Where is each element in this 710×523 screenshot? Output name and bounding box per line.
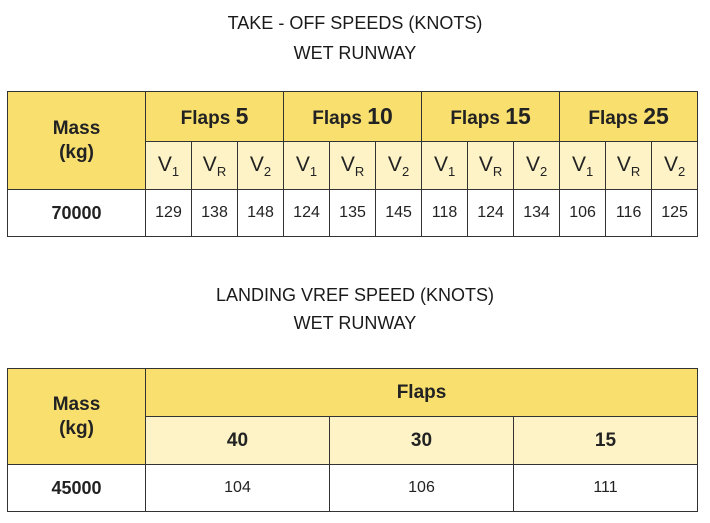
speed-label-v1: V1	[145, 141, 192, 190]
takeoff-speed-value: 124	[467, 189, 515, 237]
landing-table: Mass (kg) Flaps 40 30 15 45000 104 106 1…	[7, 368, 698, 512]
takeoff-flaps-15-header: Flaps 15	[421, 91, 561, 142]
flaps-number: 25	[643, 103, 669, 129]
takeoff-subtitle: WET RUNWAY	[293, 43, 417, 63]
speed-label-vr: VR	[467, 141, 515, 190]
takeoff-speed-value: 125	[651, 189, 699, 237]
landing-data-row: 45000 104 106 111	[7, 464, 698, 512]
takeoff-speed-label-row: V1 VR V2 V1 VR V2 V1 VR V2 V1 VR V2	[8, 141, 699, 190]
takeoff-speed-value: 135	[329, 189, 377, 237]
takeoff-mass-header: Mass (kg)	[7, 91, 146, 190]
landing-mass-label: Mass	[52, 393, 101, 415]
flaps-word: Flaps	[180, 108, 231, 129]
takeoff-mass-value: 70000	[7, 189, 146, 237]
takeoff-mass-label: Mass	[52, 117, 101, 139]
speed-label-v1: V1	[283, 141, 331, 190]
takeoff-mass-unit: (kg)	[59, 141, 94, 163]
speed-label-vr: VR	[329, 141, 377, 190]
takeoff-flaps-25-header: Flaps 25	[559, 91, 699, 142]
speed-label-v2: V2	[236, 141, 285, 190]
speed-label-v2: V2	[651, 141, 699, 190]
takeoff-data-row: 70000 129 138 148 124 135 145 118 124 13…	[7, 189, 699, 237]
landing-subtitle: WET RUNWAY	[293, 313, 417, 333]
flaps-word: Flaps	[588, 108, 638, 129]
speed-label-v1: V1	[421, 141, 469, 190]
landing-mass-header: Mass (kg)	[7, 368, 146, 465]
takeoff-speed-value: 106	[559, 189, 607, 237]
landing-flaps-header: Flaps	[145, 368, 698, 417]
landing-flaps-30: 30	[329, 416, 514, 465]
takeoff-speed-value: 116	[605, 189, 653, 237]
speed-label-v1: V1	[559, 141, 607, 190]
takeoff-speed-value: 134	[513, 189, 561, 237]
takeoff-flaps-5-header: Flaps 5	[144, 91, 285, 142]
flaps-number: 10	[367, 103, 393, 129]
speed-label-vr: VR	[191, 141, 238, 190]
flaps-number: 15	[505, 103, 531, 129]
takeoff-speed-value: 129	[145, 189, 192, 237]
landing-mass-unit: (kg)	[59, 417, 94, 439]
landing-flaps-row: Mass (kg) Flaps	[7, 368, 698, 465]
landing-flaps-values-row: 40 30 15	[8, 416, 698, 465]
speed-label-v2: V2	[513, 141, 561, 190]
takeoff-speed-value: 118	[421, 189, 469, 237]
landing-flaps-15: 15	[513, 416, 698, 465]
takeoff-speed-value: 138	[191, 189, 238, 237]
landing-flaps-40: 40	[145, 416, 330, 465]
flaps-word: Flaps	[450, 108, 500, 129]
takeoff-table: Mass (kg) Flaps 5 Flaps 10 Flaps 15 Flap…	[7, 91, 699, 237]
flaps-number: 5	[235, 103, 249, 129]
takeoff-flaps-row: Mass (kg) Flaps 5 Flaps 10 Flaps 15 Flap…	[7, 91, 699, 190]
flaps-word: Flaps	[312, 108, 362, 129]
landing-mass-value: 45000	[7, 464, 146, 512]
takeoff-flaps-10-header: Flaps 10	[283, 91, 423, 142]
takeoff-speed-value: 124	[283, 189, 331, 237]
landing-vref-value: 104	[145, 464, 330, 512]
speed-label-v2: V2	[375, 141, 423, 190]
takeoff-title: TAKE - OFF SPEEDS (KNOTS)	[227, 13, 483, 33]
speed-label-vr: VR	[605, 141, 653, 190]
takeoff-speed-value: 145	[375, 189, 423, 237]
landing-vref-value: 106	[329, 464, 514, 512]
landing-title: LANDING VREF SPEED (KNOTS)	[215, 285, 495, 305]
takeoff-speed-value: 148	[236, 189, 285, 237]
landing-vref-value: 111	[513, 464, 698, 512]
